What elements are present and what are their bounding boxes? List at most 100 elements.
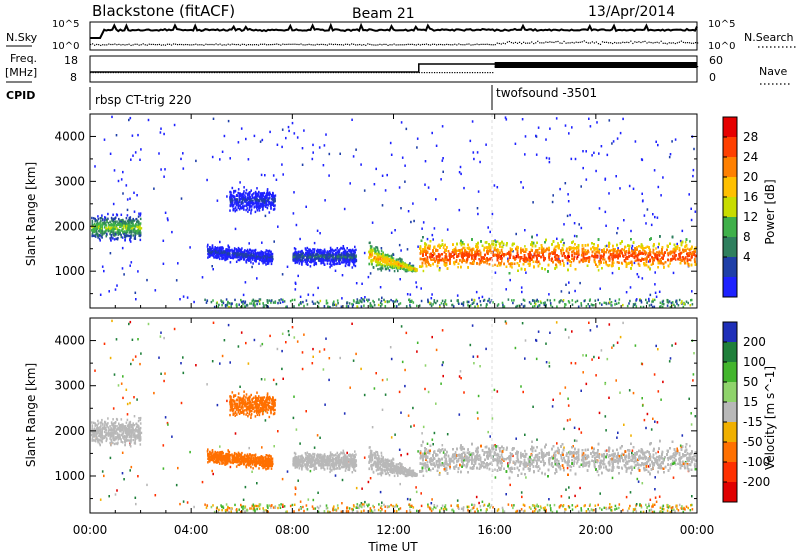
scatter-cell <box>591 154 593 157</box>
scatter-cell <box>574 289 576 293</box>
scatter-cell <box>364 296 366 299</box>
scatter-cell <box>254 259 256 262</box>
scatter-cell <box>376 252 379 255</box>
scatter-cell <box>469 304 472 307</box>
scatter-cell <box>327 305 330 308</box>
scatter-cell <box>354 251 356 254</box>
scatter-cell <box>395 267 398 270</box>
nsearch-point <box>118 43 120 45</box>
nsearch-point <box>332 43 334 46</box>
scatter-cell <box>555 117 558 120</box>
nsearch-point <box>518 41 521 43</box>
nave-point <box>110 72 112 74</box>
scatter-cell <box>321 251 323 254</box>
scatter-cell <box>131 227 133 230</box>
nsearch-point <box>359 43 361 46</box>
scatter-cell <box>504 116 507 119</box>
scatter-cell <box>492 301 494 304</box>
nave-point <box>261 72 264 74</box>
scatter-cell <box>153 187 155 190</box>
scatter-cell <box>100 235 102 238</box>
scatter-cell <box>258 190 260 194</box>
scatter-cell <box>452 305 455 308</box>
scatter-cell <box>407 210 410 213</box>
nsearch-point <box>543 42 545 44</box>
nave-point <box>234 72 236 74</box>
scatter-cell <box>160 168 162 171</box>
scatter-cell <box>297 260 299 263</box>
scatter-cell <box>329 261 332 264</box>
nsearch-point <box>324 44 326 46</box>
nsearch-point <box>312 44 314 46</box>
scatter-cell <box>503 305 506 308</box>
scatter-cell <box>166 217 169 220</box>
scatter-cell <box>444 300 446 304</box>
scatter-cell <box>274 204 276 207</box>
scatter-cell <box>254 205 256 208</box>
scatter-cell <box>399 266 402 270</box>
scatter-cell <box>581 247 584 250</box>
nsearch-point <box>425 43 428 45</box>
scatter-cell <box>250 189 252 192</box>
scatter-cell <box>236 208 238 212</box>
scatter-cell <box>457 301 460 304</box>
scatter-cell <box>262 202 265 206</box>
power-scatter <box>91 115 697 309</box>
scatter-cell <box>336 299 339 302</box>
scatter-cell <box>270 262 273 266</box>
scatter-cell <box>453 253 455 256</box>
nave-point <box>330 72 332 74</box>
scatter-cell <box>92 217 95 220</box>
nsearch-point <box>320 43 322 45</box>
nsearch-point <box>231 43 233 45</box>
scatter-cell <box>455 260 458 263</box>
scatter-cell <box>487 226 489 229</box>
nave-point <box>264 72 266 74</box>
scatter-cell <box>574 157 577 161</box>
scatter-cell <box>250 212 252 215</box>
scatter-cell <box>404 268 407 272</box>
scatter-cell <box>116 238 119 241</box>
scatter-cell <box>661 302 664 306</box>
scatter-cell <box>221 300 223 304</box>
scatter-cell <box>229 204 232 207</box>
scatter-cell <box>328 174 330 177</box>
scatter-cell <box>310 258 313 261</box>
scatter-cell <box>516 304 518 308</box>
scatter-cell <box>316 257 318 260</box>
scatter-cell <box>430 297 433 300</box>
scatter-cell <box>683 302 685 305</box>
scatter-cell <box>256 302 258 306</box>
scatter-cell <box>633 303 636 306</box>
scatter-cell <box>108 290 110 293</box>
scatter-cell <box>247 203 250 206</box>
scatter-cell <box>369 304 371 307</box>
nave-point <box>406 72 408 74</box>
nsearch-point <box>136 43 138 45</box>
scatter-cell <box>483 298 486 302</box>
scatter-cell <box>92 228 95 231</box>
scatter-cell <box>94 217 96 221</box>
scatter-cell <box>375 167 377 171</box>
scatter-cell <box>138 233 141 237</box>
scatter-cell <box>111 115 113 119</box>
scatter-cell <box>162 239 165 242</box>
scatter-cell <box>652 260 654 263</box>
scatter-cell <box>514 142 517 145</box>
scatter-cell <box>270 203 273 207</box>
nave-point <box>140 72 142 74</box>
nave-point <box>292 72 294 74</box>
scatter-cell <box>266 206 269 210</box>
scatter-cell <box>566 214 569 218</box>
scatter-cell <box>582 166 584 170</box>
nsearch-point <box>490 44 492 46</box>
scatter-cell <box>298 262 301 265</box>
nave-point <box>317 72 319 74</box>
scatter-cell <box>282 300 284 304</box>
nave-point <box>100 72 102 74</box>
nave-point <box>254 72 256 74</box>
nave-point <box>487 72 489 74</box>
nave-point <box>416 72 418 74</box>
scatter-cell <box>140 227 143 230</box>
scatter-cell <box>233 208 235 211</box>
